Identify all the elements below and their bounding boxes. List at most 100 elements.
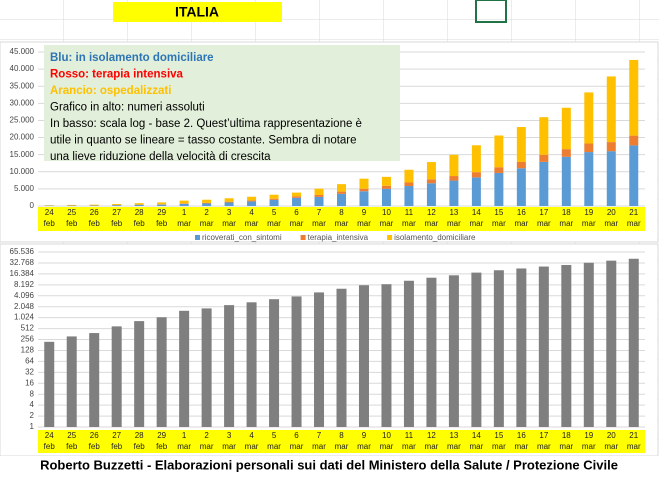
bar-segment xyxy=(224,202,234,206)
x-tick-day: 25 xyxy=(67,431,76,440)
bar-segment xyxy=(629,145,639,206)
x-tick-day: 6 xyxy=(294,208,299,217)
bar-segment xyxy=(494,135,504,168)
x-tick-day: 19 xyxy=(584,208,593,217)
bar xyxy=(628,258,639,427)
bar xyxy=(381,284,392,427)
bar-segment xyxy=(157,204,167,206)
bar xyxy=(358,285,369,427)
y-tick-label: 32 xyxy=(25,367,34,376)
bar-segment xyxy=(314,188,324,195)
x-tick-month: mar xyxy=(200,442,214,451)
y-tick-label: 5.000 xyxy=(14,184,35,193)
y-tick-label: 512 xyxy=(21,324,35,333)
x-tick-month: mar xyxy=(537,442,551,451)
x-tick-month: mar xyxy=(380,219,394,228)
x-tick-month: mar xyxy=(469,219,483,228)
x-tick-month: mar xyxy=(245,442,259,451)
x-tick-day: 3 xyxy=(227,208,232,217)
bar-segment xyxy=(606,142,616,152)
bar-segment xyxy=(224,198,234,202)
x-tick-month: mar xyxy=(402,442,416,451)
x-tick-day: 20 xyxy=(607,208,616,217)
bar-segment xyxy=(337,191,346,194)
bar-segment xyxy=(494,167,504,173)
bar-segment xyxy=(561,107,571,150)
bar-segment xyxy=(381,176,391,186)
x-tick-month: mar xyxy=(425,442,439,451)
bar xyxy=(606,260,617,427)
y-tick-label: 8 xyxy=(30,389,35,398)
x-tick-day: 15 xyxy=(494,431,503,440)
x-tick-day: 10 xyxy=(382,208,391,217)
bar-segment xyxy=(561,149,571,157)
bar xyxy=(269,299,280,427)
x-tick-month: mar xyxy=(267,442,281,451)
bar xyxy=(134,321,145,427)
bar-segment xyxy=(157,202,167,205)
x-tick-month: feb xyxy=(44,442,56,451)
bar xyxy=(561,265,572,427)
bar-segment xyxy=(584,143,594,153)
x-tick-day: 5 xyxy=(272,431,277,440)
legend-swatch xyxy=(300,235,306,240)
x-tick-day: 18 xyxy=(562,208,571,217)
x-tick-day: 26 xyxy=(90,431,99,440)
y-tick-label: 65.536 xyxy=(10,247,35,256)
legend-label: ricoverati_con_sintomi xyxy=(202,233,282,242)
x-tick-day: 27 xyxy=(112,208,121,217)
y-tick-label: 40.000 xyxy=(10,64,35,73)
x-tick-day: 17 xyxy=(539,208,548,217)
y-tick-label: 1 xyxy=(30,422,35,431)
y-tick-label: 20.000 xyxy=(10,133,35,142)
annotation-line: Rosso: terapia intensiva xyxy=(50,69,184,81)
x-tick-month: mar xyxy=(559,219,573,228)
bar-segment xyxy=(224,201,234,203)
bar xyxy=(471,272,482,427)
x-tick-month: feb xyxy=(89,219,101,228)
bar xyxy=(89,333,100,427)
bar-segment xyxy=(449,176,459,181)
x-tick-day: 25 xyxy=(67,208,76,217)
x-tick-month: mar xyxy=(222,219,236,228)
x-tick-month: mar xyxy=(447,219,461,228)
bar xyxy=(403,280,414,427)
bar xyxy=(493,270,504,427)
y-tick-label: 2.048 xyxy=(14,302,35,311)
x-tick-month: mar xyxy=(447,442,461,451)
x-tick-day: 16 xyxy=(517,431,526,440)
selected-cell[interactable] xyxy=(475,0,507,23)
x-tick-month: mar xyxy=(492,442,506,451)
x-tick-month: feb xyxy=(156,442,168,451)
x-tick-month: feb xyxy=(156,219,168,228)
bar-segment xyxy=(404,186,414,206)
x-tick-month: mar xyxy=(627,442,641,451)
x-tick-day: 24 xyxy=(45,208,54,217)
bar-segment xyxy=(471,172,481,178)
bar-segment xyxy=(359,178,369,189)
x-tick-day: 10 xyxy=(382,431,391,440)
y-tick-label: 30.000 xyxy=(10,98,35,107)
bar-segment xyxy=(292,197,302,206)
bar xyxy=(291,296,302,427)
x-tick-day: 21 xyxy=(629,208,638,217)
x-tick-day: 9 xyxy=(362,208,367,217)
bar-segment xyxy=(494,172,504,206)
legend-swatch xyxy=(195,235,200,240)
bar-segment xyxy=(89,204,99,206)
bar-segment xyxy=(359,191,369,206)
x-tick-day: 5 xyxy=(272,208,277,217)
x-tick-month: feb xyxy=(66,219,78,228)
y-tick-label: 256 xyxy=(21,335,35,344)
x-tick-day: 14 xyxy=(472,208,481,217)
x-tick-month: mar xyxy=(559,442,573,451)
legend-label: isolamento_domiciliare xyxy=(394,233,476,242)
annotation-line: In basso: scala log - base 2. Quest’ulti… xyxy=(50,118,362,130)
bar-segment xyxy=(471,145,481,173)
x-tick-day: 6 xyxy=(294,431,299,440)
x-tick-day: 20 xyxy=(607,431,616,440)
x-tick-day: 12 xyxy=(427,208,436,217)
x-tick-month: feb xyxy=(111,442,123,451)
annotation-line: Arancio: ospedalizzati xyxy=(50,85,171,97)
